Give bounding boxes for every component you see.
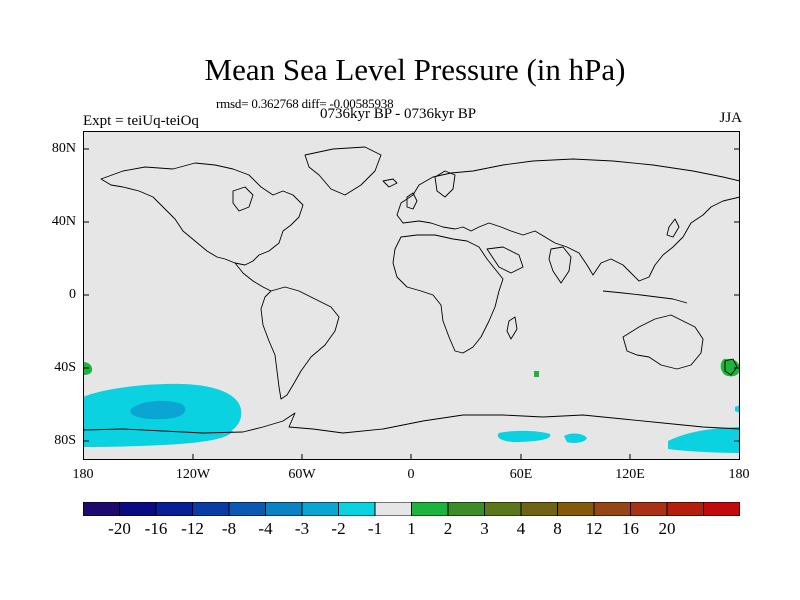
colorbar-label: -2 [331, 519, 346, 538]
north-america-coast [100, 162, 304, 266]
india [548, 246, 572, 284]
colorbar-swatch [484, 502, 522, 516]
colorbar-swatch [192, 502, 230, 516]
colorbar-label: 20 [658, 519, 676, 538]
lat-label-80s: 80S [54, 433, 76, 448]
chart-title: Mean Sea Level Pressure (in hPa) [204, 52, 626, 87]
lat-label-80n: 80N [51, 141, 76, 156]
colorbar-swatch [593, 502, 631, 516]
period-label: 0736kyr BP - 0736kyr BP [320, 106, 477, 122]
coastlines [83, 146, 740, 434]
experiment-label: Expt = teiUq-teiOq [83, 113, 199, 129]
map-ticks [83, 148, 740, 460]
colorbar-swatch [411, 502, 449, 516]
colorbar-swatch [374, 502, 412, 516]
season-label: JJA [719, 110, 742, 126]
colorbar-swatch [520, 502, 558, 516]
eurasia-coast [396, 158, 740, 282]
colorbar [83, 502, 740, 516]
map-panel [83, 131, 740, 460]
arabia [486, 246, 524, 274]
colorbar-label: 3 [480, 519, 489, 538]
anomaly-green-indian-ocean [534, 371, 539, 377]
colorbar-swatch [338, 502, 376, 516]
colorbar-swatch [265, 502, 303, 516]
new-zealand [724, 358, 738, 376]
colorbar-label: -20 [108, 519, 131, 538]
anomaly-cyan-southern-ocean-1 [497, 430, 551, 442]
colorbar-swatch [228, 502, 266, 516]
colorbar-label: -12 [181, 519, 204, 538]
lon-label-60w: 60W [288, 467, 316, 482]
colorbar-label: 12 [585, 519, 603, 538]
colorbar-label: -8 [221, 519, 237, 538]
anomaly-cyan-antarctic-east [668, 427, 740, 453]
indonesia [602, 290, 688, 304]
uk [406, 192, 418, 210]
africa-coast [392, 234, 504, 354]
stats-line: rmsd= 0.362768 diff= -0.00585938 [216, 96, 394, 111]
colorbar-swatch [447, 502, 485, 516]
colorbar-label: 8 [553, 519, 562, 538]
colorbar-swatch [119, 502, 157, 516]
colorbar-swatch [301, 502, 339, 516]
madagascar [506, 316, 518, 340]
lon-label-120e: 120E [615, 467, 645, 482]
iceland [382, 178, 398, 188]
colorbar-label: 2 [443, 519, 453, 538]
antarctica-coast [83, 412, 740, 434]
colorbar-label: 4 [516, 519, 526, 538]
colorbar-swatch [557, 502, 595, 516]
colorbar-label: -16 [144, 519, 168, 538]
hudson-bay [232, 186, 254, 212]
south-america-coast [260, 286, 340, 400]
colorbar-label: -3 [294, 519, 310, 538]
lon-label-180-west: 180 [72, 467, 94, 482]
lon-label-180-east: 180 [728, 467, 750, 482]
colorbar-swatch [703, 502, 740, 516]
colorbar-swatch [83, 502, 120, 516]
colorbar-label: 1 [407, 519, 416, 538]
central-america [234, 262, 272, 292]
colorbar-swatch [630, 502, 668, 516]
anomaly-cyan-east-edge [735, 405, 740, 413]
lon-label-60e: 60E [509, 467, 533, 482]
australia-coast [622, 314, 704, 370]
lat-label-40n: 40N [51, 214, 76, 229]
lat-label-40s: 40S [54, 360, 76, 375]
scandinavia [434, 170, 456, 198]
colorbar-swatch [155, 502, 193, 516]
colorbar-swatch [666, 502, 704, 516]
greenland [304, 146, 382, 196]
lon-label-120w: 120W [175, 467, 211, 482]
japan [666, 218, 680, 238]
lat-label-0: 0 [69, 287, 76, 302]
anomaly-cyan-southern-ocean-2 [564, 433, 587, 443]
colorbar-label: 16 [622, 519, 639, 538]
colorbar-label: -4 [258, 519, 273, 538]
lon-label-0: 0 [407, 467, 415, 482]
anomaly-blue-south-pacific [130, 400, 186, 420]
colorbar-label: -1 [367, 519, 383, 538]
anomaly-cyan-antarctic-west [83, 431, 233, 447]
